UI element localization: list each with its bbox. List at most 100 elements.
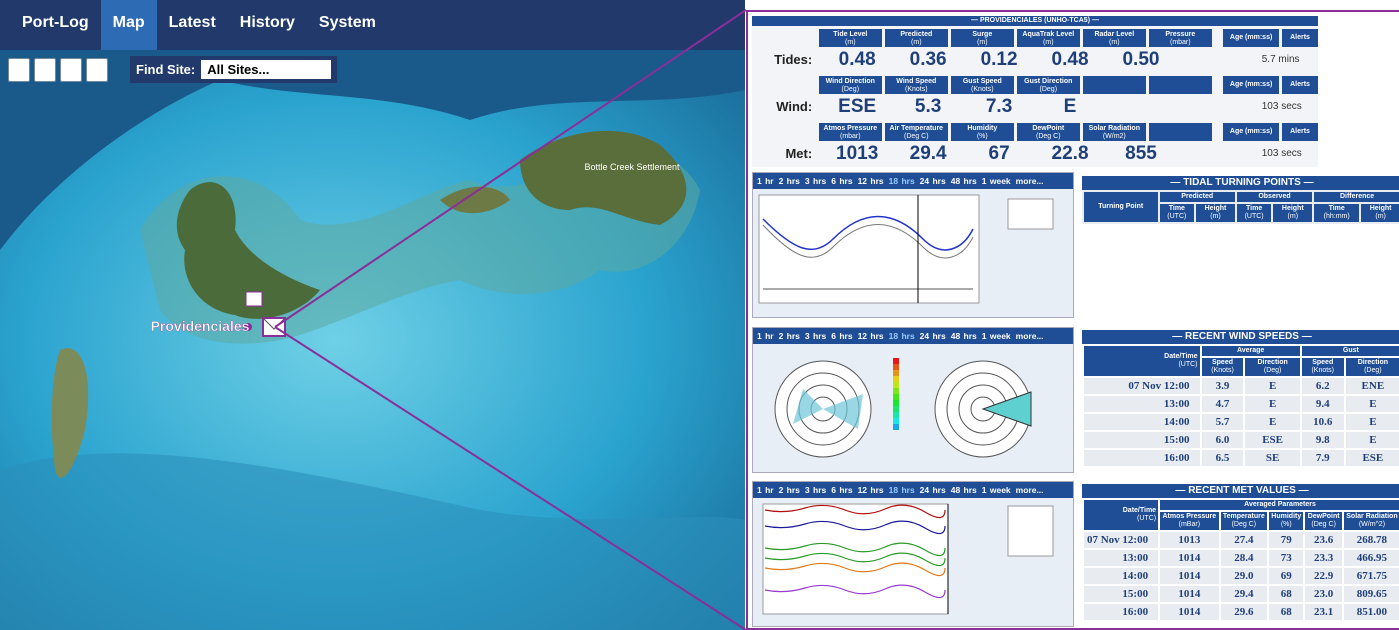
series-line (764, 504, 946, 519)
time-range-link[interactable]: 18 hrs (888, 176, 915, 186)
time-range-link[interactable]: 1 hr (757, 331, 774, 341)
time-range-link[interactable]: 24 hrs (919, 485, 946, 495)
data-row: 14:00 5.7 E 10.6 E (1084, 414, 1399, 430)
time-range-link[interactable]: 2 hrs (778, 176, 800, 186)
column-header-unit: (Deg C) (904, 133, 929, 140)
column-header-unit: (Knots) (905, 86, 928, 93)
nav-tab[interactable]: Map (100, 0, 157, 50)
reading (1178, 47, 1246, 73)
column-header-name: Gust Speed (962, 78, 1002, 85)
column-header: DewPoint (Deg C) (1305, 512, 1342, 530)
time-range-bar: 1 hr 2 hrs 3 hrs 6 hrs 12 hrs 18 hrs 24 hrs 48 … (753, 482, 1073, 498)
column-header-unit: (Deg) (1364, 367, 1382, 374)
refresh-button[interactable] (86, 57, 108, 82)
column-header-unit: (hh:mm) (1323, 213, 1350, 220)
alerts-header: Alerts (1282, 29, 1318, 47)
table-title: — RECENT WIND SPEEDS — (1082, 330, 1399, 344)
scale-swatch (893, 376, 899, 382)
time-range-link[interactable]: 12 hrs (857, 485, 884, 495)
column-header-name: Gust Direction (1024, 78, 1073, 85)
data-row: 07 Nov 12:00 3.9 E 6.2 ENE (1084, 378, 1399, 394)
time-range-link[interactable]: more... (1015, 176, 1044, 186)
cell: 268.78 (1356, 534, 1388, 546)
row: Date/Time (UTC) Average Gust (1084, 346, 1399, 376)
column-header-unit: (Deg C) (1231, 521, 1257, 528)
time-range-link[interactable]: 12 hrs (857, 331, 884, 341)
layers-button[interactable] (8, 57, 30, 82)
column-header: AquaTrak Level (m) (1016, 29, 1080, 47)
cell: ENE (1361, 380, 1385, 392)
series-line (764, 552, 946, 567)
time-range-link[interactable]: more... (1015, 331, 1044, 341)
column-header: Time (hh:mm) (1314, 204, 1360, 222)
date-header-name: Date/Time (1122, 507, 1157, 514)
time-range-link[interactable]: 6 hrs (831, 485, 853, 495)
time-range-link[interactable]: 48 hrs (950, 176, 977, 186)
column-header-unit: (UTC) (1167, 213, 1187, 220)
cell: 1014 (1178, 606, 1201, 618)
cell: E (1268, 380, 1277, 392)
date-cell: 15:00 (1163, 434, 1190, 446)
time-range-link[interactable]: 6 hrs (831, 176, 853, 186)
time-range-link[interactable]: 1 hr (757, 176, 774, 186)
cell: 23.1 (1314, 606, 1334, 618)
time-range-link[interactable]: 1 week (981, 176, 1011, 186)
time-range-link[interactable]: 3 hrs (804, 331, 827, 341)
spacer (752, 29, 816, 47)
column-header: Predicted (m) (884, 29, 948, 47)
time-range-link[interactable]: 1 week (981, 331, 1011, 341)
nav-tab[interactable]: Port-Log (22, 14, 89, 31)
scale-swatch (893, 394, 899, 400)
column-header-name: Temperature (1222, 513, 1265, 520)
header-row: Wind Direction (Deg) Wind Speed (Knots) Gust… (752, 76, 1318, 94)
legend (1007, 505, 1054, 557)
cell: 9.4 (1315, 398, 1330, 410)
map[interactable]: Providenciales Bottle Creek Settlement (0, 50, 745, 630)
column-header-unit: (m) (1375, 213, 1386, 220)
time-range-link[interactable]: 12 hrs (857, 176, 884, 186)
rose-petal (981, 391, 1032, 427)
cell: 9.8 (1315, 434, 1330, 446)
row: Date/Time (UTC) Averaged Parameters (1084, 500, 1399, 530)
column-header: Atmos Pressure (mbar) (818, 123, 882, 141)
date-header: Date/Time (UTC) (1084, 500, 1159, 530)
cell: 1014 (1178, 552, 1201, 564)
time-range-link[interactable]: 24 hrs (919, 176, 946, 186)
header-row: Atmos Pressure (mbar) Air Temperature (Deg … (752, 123, 1318, 141)
column-header: Gust Direction (Deg) (1016, 76, 1080, 94)
cell: 6.5 (1215, 452, 1230, 464)
time-range-link[interactable]: 24 hrs (919, 331, 946, 341)
site-select[interactable]: All Sites... (201, 60, 332, 79)
time-range-link[interactable]: 2 hrs (778, 485, 800, 495)
time-range-bar: 1 hr 2 hrs 3 hrs 6 hrs 12 hrs 18 hrs 24 hrs 48 … (753, 328, 1073, 344)
time-range-link[interactable]: 2 hrs (778, 331, 800, 341)
time-range-link[interactable]: 1 hr (757, 485, 774, 495)
reading: 1013 (836, 143, 879, 164)
cell: 68 (1280, 588, 1292, 600)
time-range-link[interactable]: 18 hrs (888, 331, 915, 341)
time-range-link[interactable]: more... (1015, 485, 1044, 495)
row-label: Wind: (776, 99, 813, 114)
series-line (764, 562, 946, 577)
legend (1007, 198, 1054, 230)
row: Speed (Knots) Direction (Deg) Speed (Knots) Di… (1084, 358, 1399, 376)
scatter-cloud (793, 389, 863, 429)
nav-tab[interactable]: System (318, 14, 376, 31)
time-range-link[interactable]: 48 hrs (950, 485, 977, 495)
time-range-link[interactable]: 3 hrs (804, 485, 827, 495)
pan-button[interactable] (34, 57, 56, 82)
nav-tab[interactable]: History (239, 14, 295, 31)
column-header-name: Atmos Pressure (1162, 513, 1217, 520)
select-button[interactable] (60, 57, 82, 82)
time-range-link[interactable]: 1 week (981, 485, 1011, 495)
series-line (764, 584, 946, 599)
time-range-link[interactable]: 6 hrs (831, 331, 853, 341)
reading: 0.12 (980, 49, 1018, 70)
find-site: Find Site: All Sites... (130, 56, 338, 83)
time-range-link[interactable]: 18 hrs (888, 485, 915, 495)
time-range-link[interactable]: 3 hrs (804, 176, 827, 186)
nav-tab[interactable]: Latest (168, 14, 216, 31)
time-range-link[interactable]: 48 hrs (950, 331, 977, 341)
scale-swatch (893, 364, 899, 370)
date-cell: 07 Nov 12:00 (1086, 534, 1149, 546)
